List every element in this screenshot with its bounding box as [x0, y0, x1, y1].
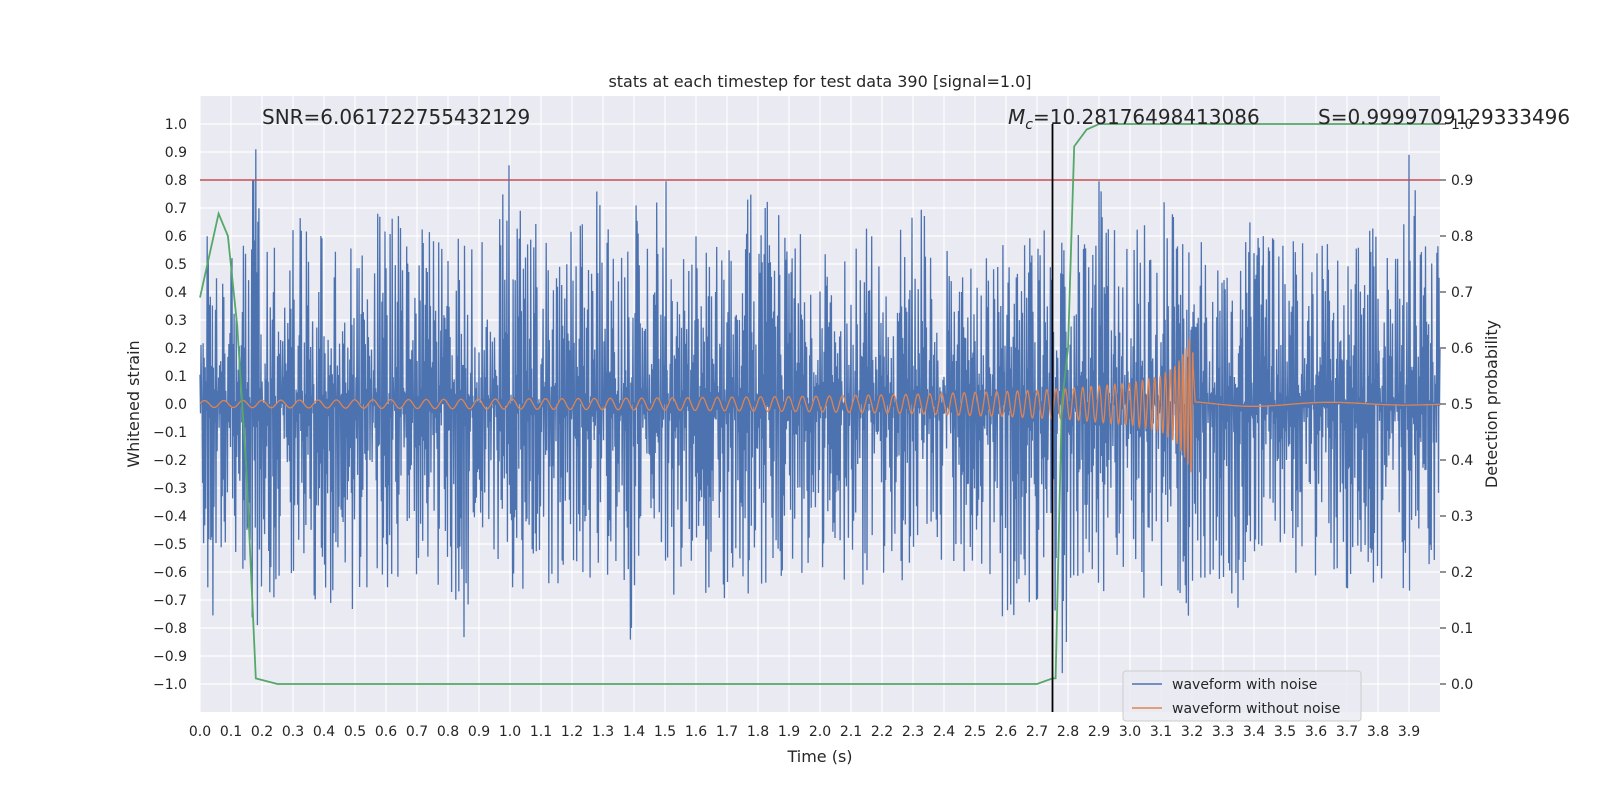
mc-subscript: c — [1025, 117, 1033, 133]
x-tick-label: 0.3 — [282, 724, 304, 740]
snr-annotation: SNR=6.061722755432129 — [262, 105, 530, 129]
x-tick-label: 2.4 — [933, 724, 955, 740]
y2-tick-label: 0.1 — [1451, 621, 1473, 637]
x-tick-label: 2.8 — [1057, 724, 1079, 740]
x-tick-label: 3.4 — [1243, 724, 1265, 740]
waveform-without-noise-line — [199, 337, 1440, 473]
x-tick-label: 2.5 — [964, 724, 986, 740]
x-tick-label: 2.6 — [995, 724, 1017, 740]
y-tick-label: −0.3 — [153, 481, 187, 497]
y2-tick-label: 0.5 — [1451, 397, 1473, 413]
y-tick-label: 0.8 — [165, 173, 187, 189]
y-tick-label: −0.1 — [153, 425, 187, 441]
y-tick-label: 0.0 — [165, 397, 187, 413]
x-tick-label: 1.6 — [685, 724, 707, 740]
y-tick-label: −0.7 — [153, 593, 187, 609]
y-tick-label: 0.1 — [165, 369, 187, 385]
y2-tick-label: 0.2 — [1451, 565, 1473, 581]
y-tick-label: −0.6 — [153, 565, 187, 581]
waveform-with-noise-line — [199, 149, 1441, 674]
x-tick-label: 0.4 — [313, 724, 335, 740]
y-tick-label: 0.5 — [165, 257, 187, 273]
x-tick-label: 0.8 — [437, 724, 459, 740]
y2-tick-label: 1.0 — [1451, 117, 1473, 133]
y-tick-label: 0.3 — [165, 313, 187, 329]
mc-value: =10.28176498413086 — [1033, 105, 1260, 129]
detection-probability-line — [199, 123, 1440, 685]
x-tick-label: 1.5 — [654, 724, 676, 740]
axes-layer: 0.0 0.1 0.2 0.3 0.4 0.5 0.6 0.7 0.8 0.9 1.0 1.1 1.2 1… — [153, 117, 1473, 740]
y-tick-label: −0.5 — [153, 537, 187, 553]
x-tick-label: 1.2 — [561, 724, 583, 740]
mc-symbol: M — [1008, 105, 1025, 129]
x-tick-label: 2.0 — [809, 724, 831, 740]
legend-box — [1122, 670, 1362, 722]
y-tick-label: 0.4 — [165, 285, 187, 301]
y2-tick-label: 0.3 — [1451, 509, 1473, 525]
s-annotation: S=0.9999709129333496 — [1318, 105, 1570, 129]
mc-annotation: Mc=10.28176498413086 — [1008, 105, 1260, 133]
x-tick-label: 0.5 — [344, 724, 366, 740]
x-tick-label: 0.2 — [251, 724, 273, 740]
y2-tick-label: 0.6 — [1451, 341, 1473, 357]
y-tick-label: −1.0 — [153, 677, 187, 693]
y2-tick-label: 0.0 — [1451, 677, 1473, 693]
x-tick-label: 2.1 — [840, 724, 862, 740]
x-axis-label: Time (s) — [786, 747, 852, 766]
y-tick-label: 0.6 — [165, 229, 187, 245]
x-tick-label: 2.2 — [871, 724, 893, 740]
x-tick-label: 2.7 — [1026, 724, 1048, 740]
chart-title: stats at each timestep for test data 390… — [608, 72, 1031, 91]
x-tick-label: 1.4 — [623, 724, 645, 740]
x-tick-label: 1.3 — [592, 724, 614, 740]
x-tick-label: 3.3 — [1212, 724, 1234, 740]
y2-tick-label: 0.9 — [1451, 173, 1473, 189]
y-tick-label: −0.9 — [153, 649, 187, 665]
y-tick-label: −0.2 — [153, 453, 187, 469]
x-tick-label: 0.0 — [189, 724, 211, 740]
y-tick-label: 0.7 — [165, 201, 187, 217]
series-layer — [199, 123, 1441, 712]
x-tick-label: 1.8 — [747, 724, 769, 740]
y-tick-label: 0.9 — [165, 145, 187, 161]
x-tick-label: 3.9 — [1398, 724, 1420, 740]
y-tick-label: 1.0 — [165, 117, 187, 133]
y-tick-label: −0.8 — [153, 621, 187, 637]
x-tick-label: 0.6 — [375, 724, 397, 740]
x-tick-label: 0.1 — [220, 724, 242, 740]
y-tick-label: −0.4 — [153, 509, 187, 525]
y2-tick-label: 0.4 — [1451, 453, 1473, 469]
x-tick-label: 3.8 — [1367, 724, 1389, 740]
x-tick-label: 2.9 — [1088, 724, 1110, 740]
y-tick-label: 0.2 — [165, 341, 187, 357]
y-axis-label: Whitened strain — [124, 340, 143, 467]
x-tick-label: 3.0 — [1119, 724, 1141, 740]
y2-tick-label: 0.7 — [1451, 285, 1473, 301]
legend-label-clean: waveform without noise — [1172, 701, 1340, 717]
x-tick-label: 3.2 — [1181, 724, 1203, 740]
x-tick-label: 0.7 — [406, 724, 428, 740]
x-tick-label: 3.5 — [1274, 724, 1296, 740]
x-tick-label: 1.9 — [778, 724, 800, 740]
legend: waveform with noise waveform without noi… — [1122, 670, 1362, 722]
x-tick-label: 1.0 — [499, 724, 521, 740]
x-tick-label: 3.7 — [1336, 724, 1358, 740]
x-tick-label: 0.9 — [468, 724, 490, 740]
x-tick-label: 1.7 — [716, 724, 738, 740]
y2-tick-label: 0.8 — [1451, 229, 1473, 245]
x-tick-label: 3.1 — [1150, 724, 1172, 740]
x-tick-label: 1.1 — [530, 724, 552, 740]
legend-label-noise: waveform with noise — [1172, 677, 1317, 693]
y2-axis-label: Detection probability — [1482, 320, 1501, 488]
x-tick-label: 3.6 — [1305, 724, 1327, 740]
x-tick-label: 2.3 — [902, 724, 924, 740]
